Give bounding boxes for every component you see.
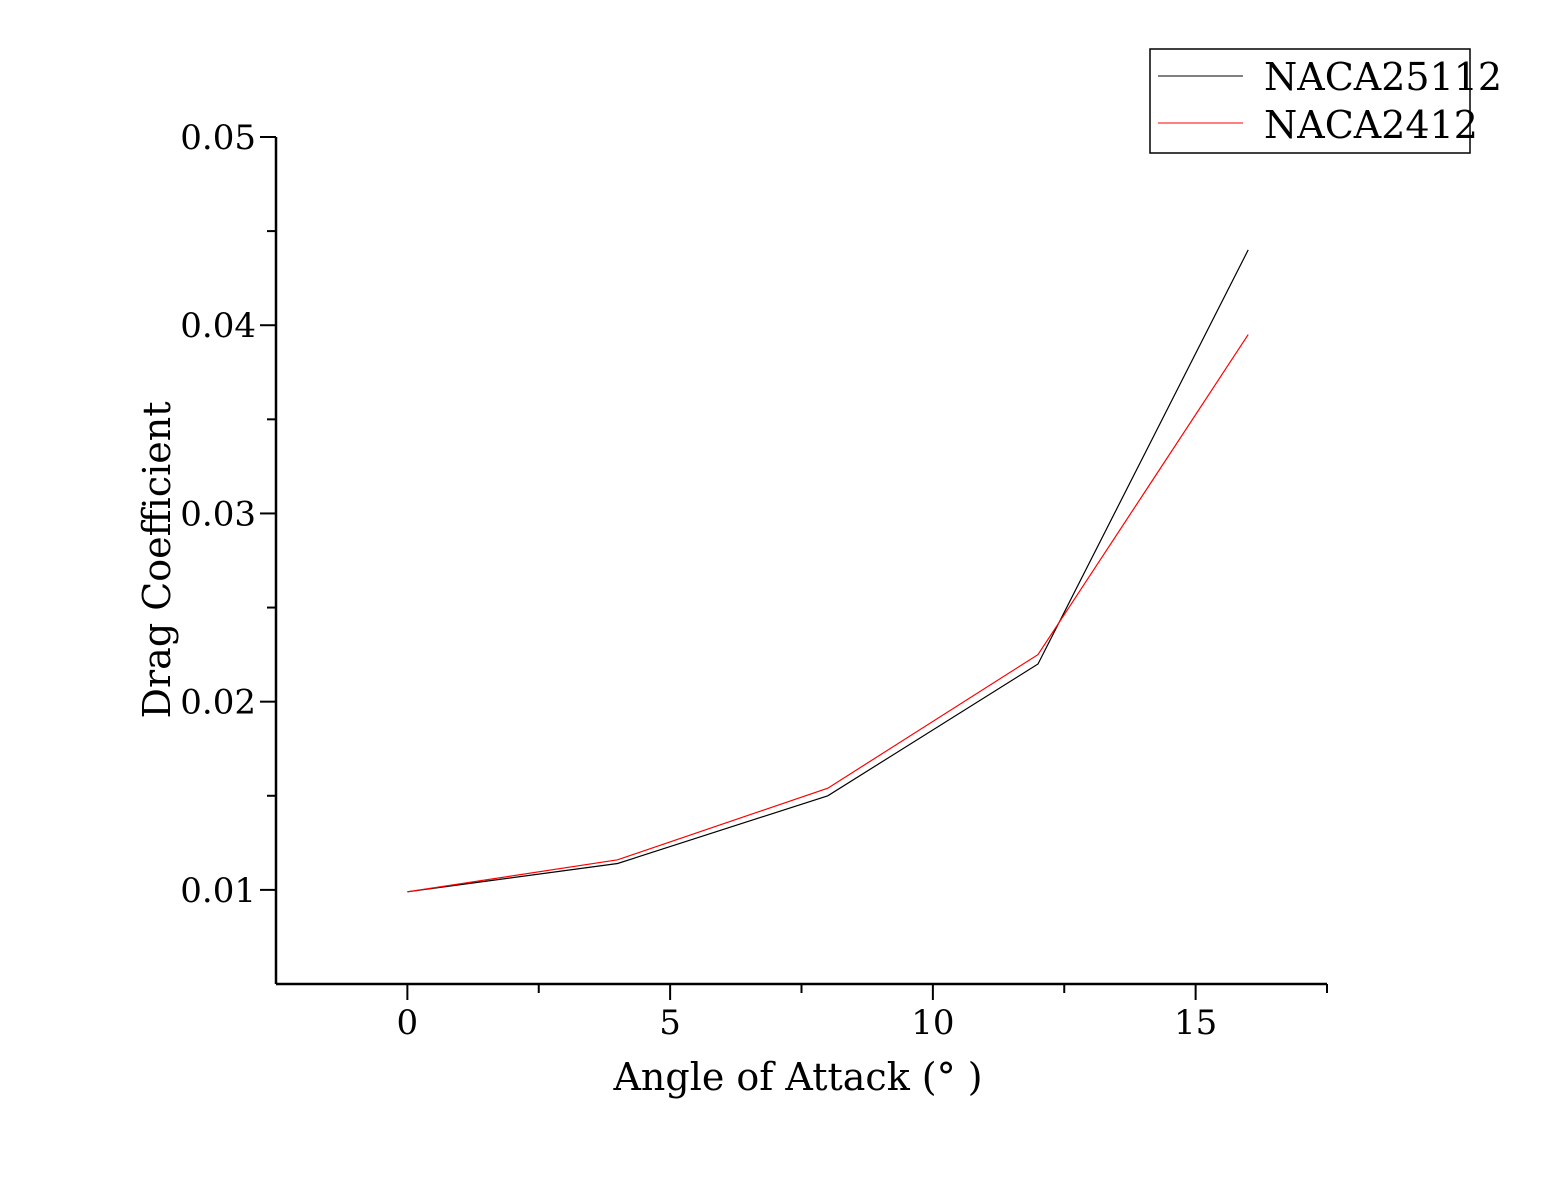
- legend-label-naca25112: NACA25112: [1264, 55, 1502, 99]
- y-tick-label: 0.04: [180, 306, 256, 346]
- axes: 0 5 10 15 0.01 0.02 0.03 0.04 0.05: [180, 118, 1328, 1043]
- x-tick-label: 15: [1174, 1003, 1217, 1043]
- legend-label-naca2412: NACA2412: [1264, 103, 1478, 147]
- y-tick-label: 0.02: [180, 683, 256, 723]
- y-axis-title: Drag Coefficient: [135, 402, 179, 719]
- x-tick-label: 5: [659, 1003, 681, 1043]
- legend-box: [1149, 48, 1471, 154]
- legend: NACA25112 NACA2412: [1149, 48, 1502, 154]
- series-layer: [407, 249, 1249, 893]
- y-tick-label: 0.01: [180, 871, 256, 911]
- x-tick-label: 0: [397, 1003, 419, 1043]
- x-axis-title: Angle of Attack (° ): [612, 1055, 982, 1099]
- x-tick-label: 10: [911, 1003, 954, 1043]
- series-line-naca2412: [407, 334, 1249, 893]
- y-tick-label: 0.05: [180, 118, 256, 158]
- series-line-naca25112: [407, 249, 1249, 893]
- y-tick-label: 0.03: [180, 494, 256, 534]
